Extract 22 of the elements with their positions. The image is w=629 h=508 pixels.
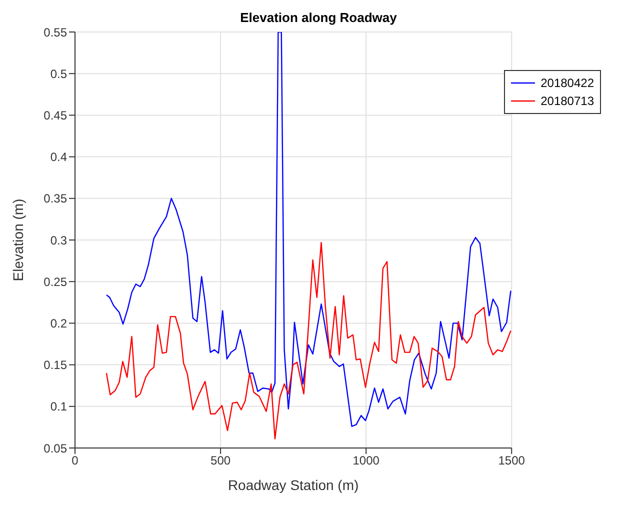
legend-label: 20180422: [540, 75, 594, 92]
chart-title: Elevation along Roadway: [240, 10, 397, 25]
legend-label: 20180713: [540, 93, 594, 110]
y-axis-title: Elevation (m): [10, 198, 26, 282]
x-tick-label: 1500: [498, 454, 526, 468]
x-axis-title: Roadway Station (m): [228, 477, 359, 493]
y-tick-label: 0.45: [44, 108, 68, 122]
y-tick-label: 0.3: [50, 233, 68, 248]
y-tick-label: 0.5: [50, 66, 68, 81]
line-series: [106, 32, 512, 427]
y-tick-label: 0.25: [44, 274, 68, 289]
y-tick-label: 0.05: [44, 441, 68, 456]
x-tick-label: 1000: [352, 454, 380, 468]
y-tick-label: 0.4: [50, 150, 68, 164]
y-tick-label: 0.55: [44, 25, 68, 40]
x-tick-label: 0: [72, 454, 79, 468]
line-series: [106, 242, 512, 440]
x-tick-label: 500: [210, 454, 231, 468]
y-tick-label: 0.35: [44, 192, 68, 206]
y-tick-label: 0.2: [50, 316, 68, 330]
y-tick-label: 0.15: [44, 358, 68, 372]
y-tick-label: 0.1: [50, 400, 68, 414]
